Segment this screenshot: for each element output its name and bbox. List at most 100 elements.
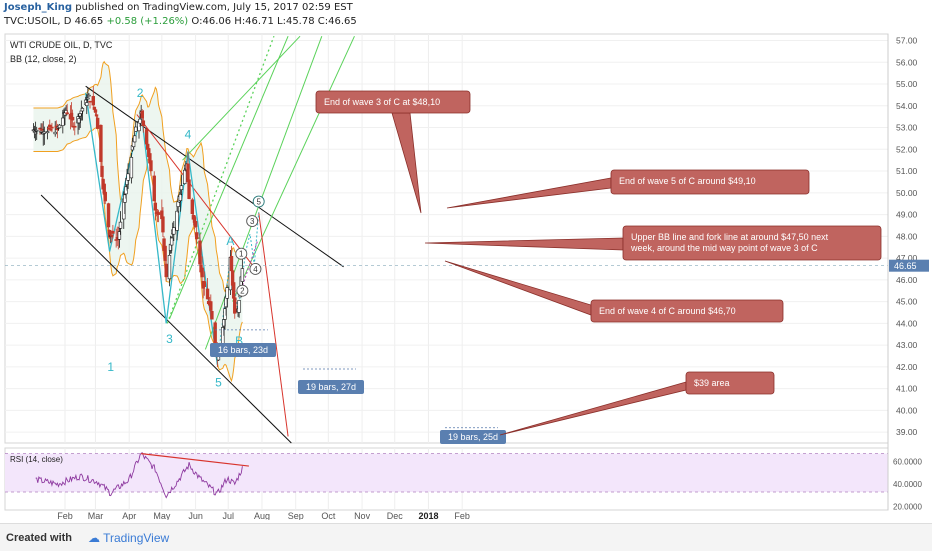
candle-body [65,112,69,115]
callout-box [610,169,810,195]
tradingview-logo[interactable]: ☁ TradingView [88,531,170,545]
x-tick-label: Oct [321,511,336,520]
circled-wave-label: 3 [250,217,255,226]
candle-body [193,221,198,227]
candle-body [93,109,98,113]
circled-wave-label: 4 [253,265,258,274]
candle-body [73,125,77,128]
candle-body [200,267,204,278]
candle-body [183,169,187,184]
candle-body [146,143,150,149]
callout-text: End of wave 3 of C at $48,10 [324,97,440,107]
magenta-projection [239,240,259,294]
candle-body [179,185,184,191]
candle-body [45,131,50,134]
y-tick-label: 42.00 [896,362,918,372]
candle-body [231,282,236,299]
annotation-callout[interactable]: End of wave 5 of C around $49,10 [446,169,810,209]
x-tick-label: 2018 [418,511,438,520]
candle-body [210,311,214,320]
annotation-callout[interactable]: End of wave 3 of C at $48,10 [315,90,471,214]
pitchfork-median-line [166,35,275,324]
tradingview-brand: TradingView [103,531,170,545]
candle-body [175,210,179,231]
circled-wave-marker [249,263,262,275]
projection-line [258,212,289,437]
x-tick-label: Feb [57,511,73,520]
candle-body [88,100,92,103]
wave-label: 4 [185,127,192,141]
ticker-change: +0.58 (+1.26%) [106,16,189,27]
candle-body [61,117,65,126]
candle-body [213,322,217,344]
y-tick-label: 56.00 [896,57,918,67]
candle-body [99,124,103,162]
rsi-y-tick-label: 20.0000 [893,503,922,512]
candle-body [85,102,89,106]
y-tick-label: 48.00 [896,231,918,241]
candle-body [202,281,206,288]
pitchfork-line [169,35,289,320]
annotation-callout[interactable]: End of wave 4 of C around $46,70 [444,260,784,323]
y-tick-label: 43.00 [896,340,918,350]
candle-body [163,245,167,261]
annotation-callout[interactable]: Upper BB line and fork line at around $4… [424,225,882,261]
wave-label: 5 [215,375,222,389]
candle-body [190,199,195,215]
candle-body [164,263,168,278]
candle-body [132,135,137,143]
candle-body [39,130,43,133]
bollinger-band-fill [33,61,243,381]
circled-wave-label: 2 [240,287,245,296]
wave-label: 1 [107,360,114,374]
y-tick-label: 51.00 [896,166,918,176]
circled-wave-label: 5 [256,198,261,207]
candle-body [106,203,111,228]
y-tick-label: 50.00 [896,188,918,198]
callout-box [315,90,471,114]
candle-body [134,126,138,132]
x-tick-label: May [153,511,171,520]
candle-body [50,126,54,129]
candle-body [57,124,62,129]
upper-trend-line [85,85,344,268]
y-tick-label: 53.00 [896,123,918,133]
footer-bar: Created with ☁ TradingView [0,523,932,551]
bar-count-tag-label: 19 bars, 27d [306,382,356,392]
x-tick-label: Jun [188,511,203,520]
y-tick-label: 47.00 [896,253,918,263]
wave-label: A [226,234,234,248]
ticker-price: 46.65 [74,16,104,27]
bb-indicator-label: BB (12, close, 2) [10,54,77,64]
author-name[interactable]: Joseph_King [4,2,73,13]
callout-box [622,225,882,261]
candle-body [172,227,176,235]
circled-wave-marker [246,215,259,228]
wave-label: B [235,334,243,348]
ticker-low: L:45.78 [277,16,315,27]
y-tick-label: 44.00 [896,318,918,328]
y-tick-label: 52.00 [896,144,918,154]
x-tick-label: Mar [88,511,104,520]
current-price-tag [889,259,929,272]
candle-body [152,175,156,202]
candle-body [225,287,229,299]
candle-body [129,157,134,179]
annotation-callout[interactable]: $39 area [499,371,775,436]
candle-body [156,212,161,215]
candle-body [118,221,123,229]
price-chart[interactable]: 1 2 3 4 5 A B 1 2 3 4 5 16 bars, 23d 19 bars, 27d 19 b… [0,0,932,520]
callout-text: End of wave 4 of C around $46,70 [599,306,736,316]
y-tick-label: 45.00 [896,297,918,307]
current-price-tag-label: 46.65 [894,261,917,271]
rsi-line [35,452,243,499]
pitchfork-line [182,35,301,161]
candle-body [86,97,90,100]
bar-count-tag [210,343,276,357]
x-tick-label: Jul [222,511,234,520]
candle-body [42,131,47,134]
candle-body [198,240,202,265]
callout-text: Upper BB line and fork line at around $4… [631,232,829,242]
wave-label: 3 [166,332,173,346]
